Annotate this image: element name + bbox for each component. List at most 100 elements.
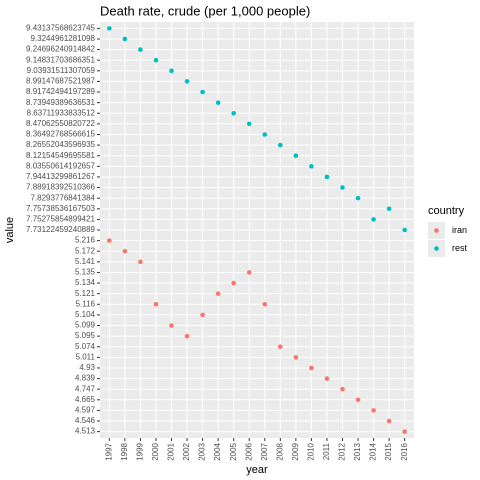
x-tick-label: 1998 [120,442,129,460]
point [107,238,112,243]
point [153,57,159,63]
y-tick-label: 7.73122459240889 [26,225,96,234]
y-tick-label: 8.73949389636531 [26,98,96,107]
y-tick-label: 8.03550614192657 [26,161,96,170]
y-tick-label: 5.099 [75,321,96,330]
y-tick-label: 5.074 [75,342,96,351]
y-tick-label: 5.011 [76,352,96,361]
y-tick-label: 5.141 [75,257,96,266]
legend-title: country [428,205,465,217]
x-tick-label: 2006 [244,442,253,460]
y-tick-label: 9.43137568623745 [26,23,96,32]
x-axis-title: year [246,464,268,476]
y-tick-label: 4.513 [75,427,96,436]
x-tick-label: 2012 [338,442,347,460]
x-tick-label: 2004 [213,442,222,460]
y-tick-label: 7.75275854899421 [26,214,96,223]
point [246,121,252,127]
y-tick-label: 8.99147687521987 [26,77,96,86]
point [386,206,392,212]
point [309,365,314,371]
y-tick-label: 7.88918392510366 [26,183,96,192]
x-tick-label: 2011 [322,442,331,460]
legend-marker [434,228,439,233]
point [340,185,345,190]
point [386,418,392,424]
point [169,323,174,328]
y-tick-label: 8.26552043596935 [26,140,96,149]
x-tick-label: 2009 [291,442,300,460]
point [122,248,128,254]
y-tick-label: 5.216 [75,236,96,245]
y-tick-label: 5.095 [75,331,96,340]
x-tick-label: 2015 [384,442,393,460]
point [293,355,299,360]
y-tick-label: 4.93 [79,363,95,372]
point [278,142,283,148]
point [184,333,190,339]
point [340,386,345,392]
point [324,174,330,180]
legend-label: rest [452,243,468,253]
y-tick-label: 8.12154549695581 [26,151,96,160]
point [371,217,376,222]
y-tick-label: 5.121 [75,289,96,298]
y-tick-label: 7.75738536167503 [26,204,96,213]
point [371,408,376,413]
y-tick-label: 8.91742494197289 [26,87,96,96]
y-tick-label: 9.03931511307059 [27,66,96,75]
x-tick-label: 1999 [136,442,145,460]
x-tick-label: 2014 [369,442,378,460]
point [309,164,314,169]
point [231,110,236,116]
point [107,26,112,31]
y-tick-label: 5.135 [75,268,96,277]
point [200,312,205,318]
y-tick-label: 4.546 [75,416,96,425]
point [215,100,221,105]
point [200,89,205,95]
x-tick-label: 2002 [182,442,191,460]
x-tick-label: 1997 [104,442,113,460]
x-tick-label: 2016 [400,442,409,460]
point [293,153,299,159]
y-tick-label: 9.3244961281098 [30,34,95,43]
y-tick-label: 8.47062550820722 [26,119,96,128]
y-tick-label: 5.134 [75,278,96,287]
y-tick-label: 8.36492768566615 [26,130,96,139]
x-tick-label: 2013 [353,442,362,460]
y-tick-label: 4.839 [75,374,96,383]
x-tick-label: 2005 [229,442,238,460]
x-tick-label: 2008 [275,442,284,460]
y-tick-label: 5.116 [76,299,96,308]
point [355,195,361,201]
point [169,68,174,74]
point [355,397,361,403]
point [246,270,252,275]
y-tick-label: 8.63711933833512 [27,108,96,117]
x-tick-label: 2007 [260,442,269,460]
point [402,429,407,434]
point [402,227,407,233]
x-tick-label: 2010 [307,442,316,460]
legend-marker [434,246,439,251]
point [184,79,190,84]
y-tick-label: 4.665 [75,395,96,404]
point [324,376,330,381]
chart-title: Death rate, crude (per 1,000 people) [100,3,310,18]
y-tick-label: 9.24696240914842 [26,45,96,54]
y-tick-label: 5.104 [75,310,96,319]
y-axis-title: value [4,217,16,243]
y-tick-label: 7.8293776841384 [30,193,95,202]
x-tick-label: 2000 [151,442,160,460]
point [122,36,128,42]
point [215,291,221,296]
y-tick-label: 4.747 [75,384,96,393]
point [262,301,268,307]
y-tick-label: 9.14831703686351 [26,55,96,64]
point [153,301,159,307]
x-tick-label: 2001 [167,442,176,460]
point [138,47,143,52]
y-tick-label: 7.94413299861267 [26,172,96,181]
